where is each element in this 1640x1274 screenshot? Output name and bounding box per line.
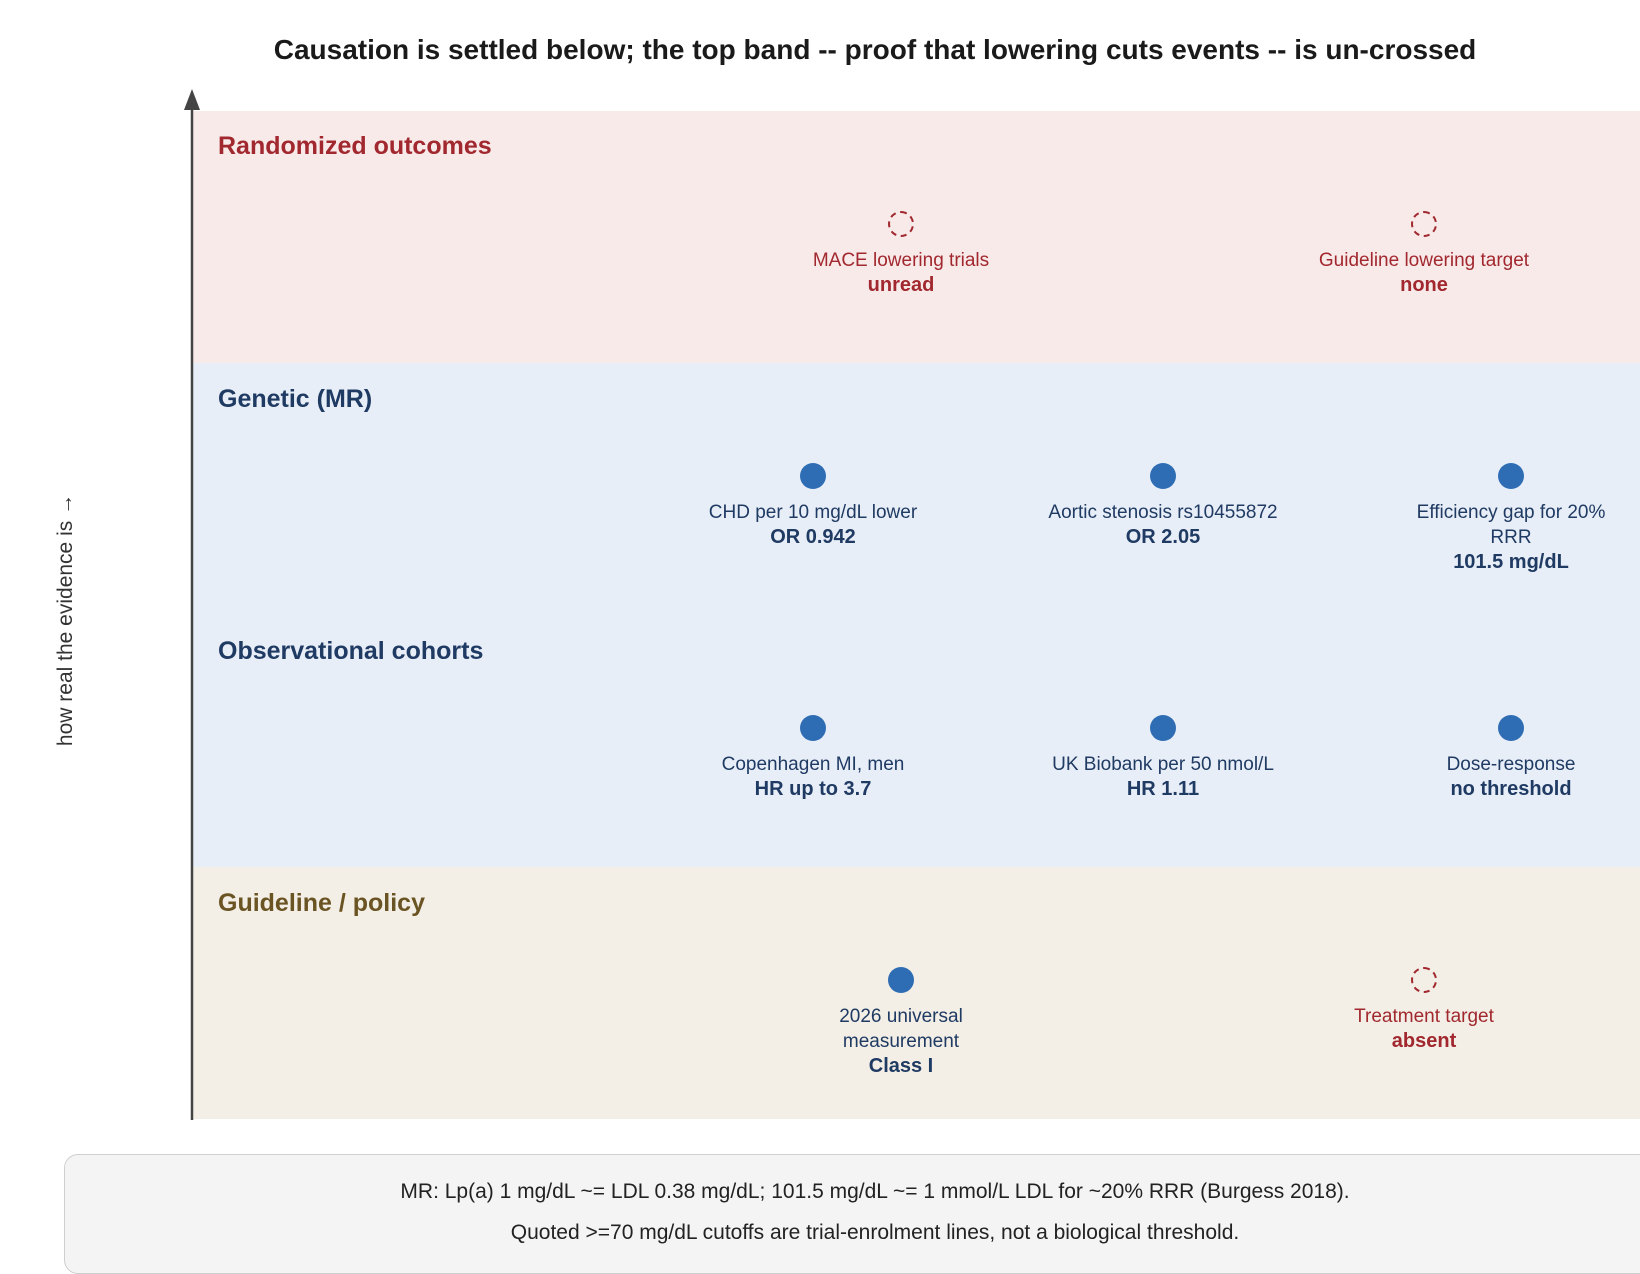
node-value: 101.5 mg/dL — [1453, 551, 1569, 573]
node-value: absent — [1391, 1030, 1457, 1052]
node-label: Efficiency gap for 20% RRR — [1416, 502, 1606, 548]
band-label-guideline-policy: Guideline / policy — [218, 889, 425, 917]
node-uk-biobank: UK Biobank per 50 nmol/L HR 1.11 — [1048, 715, 1278, 802]
band-genetic-mr: Genetic (MR) — [193, 363, 1640, 615]
node-label: MACE lowering trials — [812, 250, 990, 271]
missing-marker-icon — [888, 211, 914, 237]
node-chd-per-10: CHD per 10 mg/dL lower OR 0.942 — [698, 463, 928, 550]
missing-marker-icon — [1411, 967, 1437, 993]
established-marker-icon — [800, 715, 826, 741]
y-axis-arrowhead — [184, 89, 200, 110]
node-label: Aortic stenosis rs10455872 — [1048, 502, 1278, 523]
band-label-genetic-mr: Genetic (MR) — [218, 385, 373, 413]
node-label: CHD per 10 mg/dL lower — [708, 502, 918, 523]
established-marker-icon — [888, 967, 914, 993]
node-label: Dose-response — [1446, 754, 1576, 775]
node-label: 2026 universal measurement — [839, 1006, 963, 1052]
established-marker-icon — [1150, 715, 1176, 741]
node-label: Guideline lowering target — [1318, 250, 1530, 271]
node-value: HR up to 3.7 — [754, 778, 872, 800]
node-aortic-stenosis: Aortic stenosis rs10455872 OR 2.05 — [1048, 463, 1278, 550]
chart-title: Causation is settled below; the top band… — [273, 34, 1477, 65]
node-label: Treatment target — [1354, 1006, 1494, 1027]
band-label-randomized-outcomes: Randomized outcomes — [218, 132, 492, 160]
node-label: UK Biobank per 50 nmol/L — [1052, 754, 1274, 775]
node-guideline-lowering-target: Guideline lowering target none — [1309, 211, 1539, 298]
node-copenhagen-mi: Copenhagen MI, men HR up to 3.7 — [698, 715, 928, 802]
y-axis-label: how real the evidence is → — [54, 493, 77, 747]
node-efficiency-gap: Efficiency gap for 20% RRR 101.5 mg/dL — [1396, 463, 1626, 575]
node-treatment-target: Treatment target absent — [1309, 967, 1539, 1054]
node-value: no threshold — [1450, 778, 1572, 800]
footnote-line-2: Quoted >=70 mg/dL cutoffs are trial-enro… — [510, 1221, 1240, 1244]
established-marker-icon — [800, 463, 826, 489]
band-label-observational-cohorts: Observational cohorts — [218, 637, 484, 665]
band-randomized-outcomes: Randomized outcomes — [193, 111, 1640, 363]
established-marker-icon — [1150, 463, 1176, 489]
footnote-box: MR: Lp(a) 1 mg/dL ~= LDL 0.38 mg/dL; 101… — [64, 1154, 1640, 1274]
missing-marker-icon — [1411, 211, 1437, 237]
footnote-line-1: MR: Lp(a) 1 mg/dL ~= LDL 0.38 mg/dL; 101… — [400, 1180, 1350, 1203]
node-value: OR 2.05 — [1125, 526, 1201, 548]
node-label: Copenhagen MI, men — [721, 754, 905, 775]
node-value: HR 1.11 — [1126, 778, 1200, 800]
node-value: none — [1400, 274, 1448, 296]
node-universal-measurement: 2026 universal measurement Class I — [786, 967, 1016, 1079]
band-guideline-policy: Guideline / policy — [193, 867, 1640, 1119]
node-mace-lowering-trials: MACE lowering trials unread — [786, 211, 1016, 298]
node-dose-response: Dose-response no threshold — [1396, 715, 1626, 802]
established-marker-icon — [1498, 463, 1524, 489]
established-marker-icon — [1498, 715, 1524, 741]
node-value: Class I — [868, 1055, 934, 1077]
band-observational-cohorts: Observational cohorts — [193, 615, 1640, 867]
node-value: OR 0.942 — [770, 526, 856, 548]
node-value: unread — [867, 274, 935, 296]
y-axis — [184, 89, 200, 1120]
